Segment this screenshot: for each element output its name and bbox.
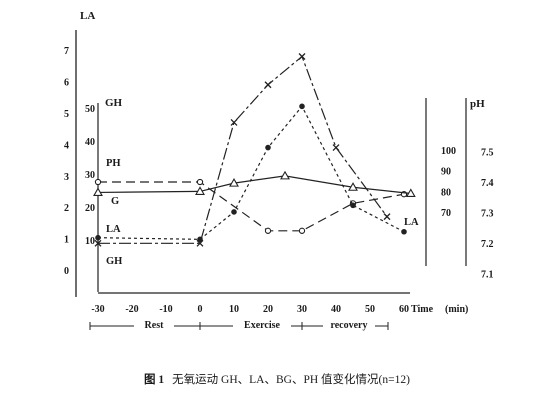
series-label-g: G bbox=[111, 196, 119, 207]
la-axis-title: LA bbox=[80, 10, 95, 22]
phase-label-recovery: recovery bbox=[330, 320, 367, 331]
series-end-label-la: LA bbox=[404, 217, 419, 228]
bg-tick-label: 70 bbox=[441, 208, 451, 219]
la-tick-labels: 0 1 2 3 4 5 6 7 bbox=[64, 46, 69, 277]
series-line-g bbox=[97, 175, 411, 195]
bg-tick-labels: 70 80 90 100 bbox=[441, 146, 456, 219]
data-point-la bbox=[298, 53, 306, 60]
x-tick-label: 30 bbox=[297, 304, 307, 315]
ph-tick-label: 7.1 bbox=[481, 270, 494, 281]
gh-axis-title: GH bbox=[105, 97, 123, 109]
phase-label-exercise: Exercise bbox=[244, 320, 280, 331]
bg-tick-label: 100 bbox=[441, 146, 456, 157]
bg-tick-label: 80 bbox=[441, 187, 451, 198]
data-point-gh bbox=[299, 103, 305, 110]
ph-tick-label: 7.5 bbox=[481, 148, 494, 159]
data-point-la bbox=[383, 213, 391, 221]
data-point-g bbox=[280, 170, 290, 180]
data-point-gh bbox=[265, 144, 271, 151]
ph-axis-title: pH bbox=[470, 98, 485, 110]
la-tick-label: 3 bbox=[64, 172, 69, 183]
x-tick-labels: -30 -20 -10 0 10 20 30 40 50 60 bbox=[91, 304, 409, 315]
data-point-g bbox=[348, 182, 358, 191]
data-point-gh bbox=[350, 202, 356, 209]
la-tick-label: 1 bbox=[64, 235, 69, 246]
data-point-gh bbox=[197, 236, 203, 243]
phase-label-rest: Rest bbox=[145, 320, 165, 331]
gh-tick-label: 30 bbox=[85, 170, 95, 181]
data-point-ph bbox=[264, 227, 272, 234]
caption-text: 无氧运动 GH、LA、BG、PH 值变化情况(n=12) bbox=[172, 374, 410, 386]
data-point-ph bbox=[94, 178, 102, 186]
data-point-la bbox=[332, 144, 340, 151]
data-point-g bbox=[93, 187, 103, 196]
data-point-g bbox=[405, 188, 416, 198]
ph-tick-label: 7.3 bbox=[481, 209, 494, 220]
gh-tick-labels: 10 20 30 40 50 bbox=[85, 104, 95, 247]
series-label-ph: PH bbox=[106, 158, 121, 169]
series-label-gh: GH bbox=[106, 256, 122, 267]
la-tick-label: 0 bbox=[64, 266, 69, 277]
gh-tick-label: 10 bbox=[85, 236, 95, 247]
phase-bar: Rest Exercise recovery bbox=[89, 318, 389, 332]
gh-tick-label: 50 bbox=[85, 104, 95, 115]
series-layer bbox=[93, 53, 416, 247]
series-line-gh bbox=[97, 105, 405, 240]
x-tick-label: 20 bbox=[263, 304, 273, 315]
data-point-la bbox=[264, 81, 272, 89]
la-tick-label: 5 bbox=[64, 109, 69, 120]
x-axis-unit: (min) bbox=[445, 304, 468, 315]
ph-tick-labels: 7.1 7.2 7.3 7.4 7.5 bbox=[481, 148, 494, 281]
x-tick-label: -10 bbox=[159, 304, 172, 315]
series-labels: PH G LA GH LA bbox=[106, 158, 419, 267]
x-axis-title: Time bbox=[411, 304, 434, 315]
data-point-gh bbox=[231, 209, 237, 215]
data-point-la bbox=[94, 239, 102, 247]
data-point-la bbox=[196, 239, 204, 247]
ph-tick-label: 7.2 bbox=[481, 239, 494, 250]
series-line-la bbox=[98, 55, 388, 244]
x-tick-label: 40 bbox=[331, 304, 341, 315]
la-tick-label: 4 bbox=[64, 140, 69, 151]
la-tick-label: 7 bbox=[64, 46, 69, 57]
x-tick-label: 50 bbox=[365, 304, 375, 315]
data-point-gh bbox=[401, 228, 407, 235]
data-point-g bbox=[229, 178, 239, 187]
data-point-la bbox=[230, 118, 238, 126]
la-tick-label: 2 bbox=[64, 203, 69, 214]
data-point-g bbox=[195, 186, 205, 195]
data-point-gh bbox=[95, 234, 101, 241]
x-tick-label: 60 bbox=[399, 304, 409, 315]
series-label-la: LA bbox=[106, 224, 121, 235]
gh-tick-label: 40 bbox=[85, 137, 95, 148]
series-line-ph bbox=[98, 181, 405, 232]
x-tick-label: -20 bbox=[125, 304, 138, 315]
gh-tick-label: 20 bbox=[85, 203, 95, 214]
x-tick-label: 0 bbox=[198, 304, 203, 315]
x-tick-label: -30 bbox=[91, 304, 104, 315]
la-tick-label: 6 bbox=[64, 78, 69, 89]
ph-tick-label: 7.4 bbox=[481, 178, 494, 189]
data-point-ph bbox=[298, 227, 306, 234]
figure-caption: 图 1 无氧运动 GH、LA、BG、PH 值变化情况(n=12) bbox=[0, 371, 554, 387]
x-tick-label: 10 bbox=[229, 304, 239, 315]
data-point-ph bbox=[196, 178, 204, 186]
figure-number: 图 1 bbox=[144, 374, 165, 386]
bg-tick-label: 90 bbox=[441, 167, 451, 178]
